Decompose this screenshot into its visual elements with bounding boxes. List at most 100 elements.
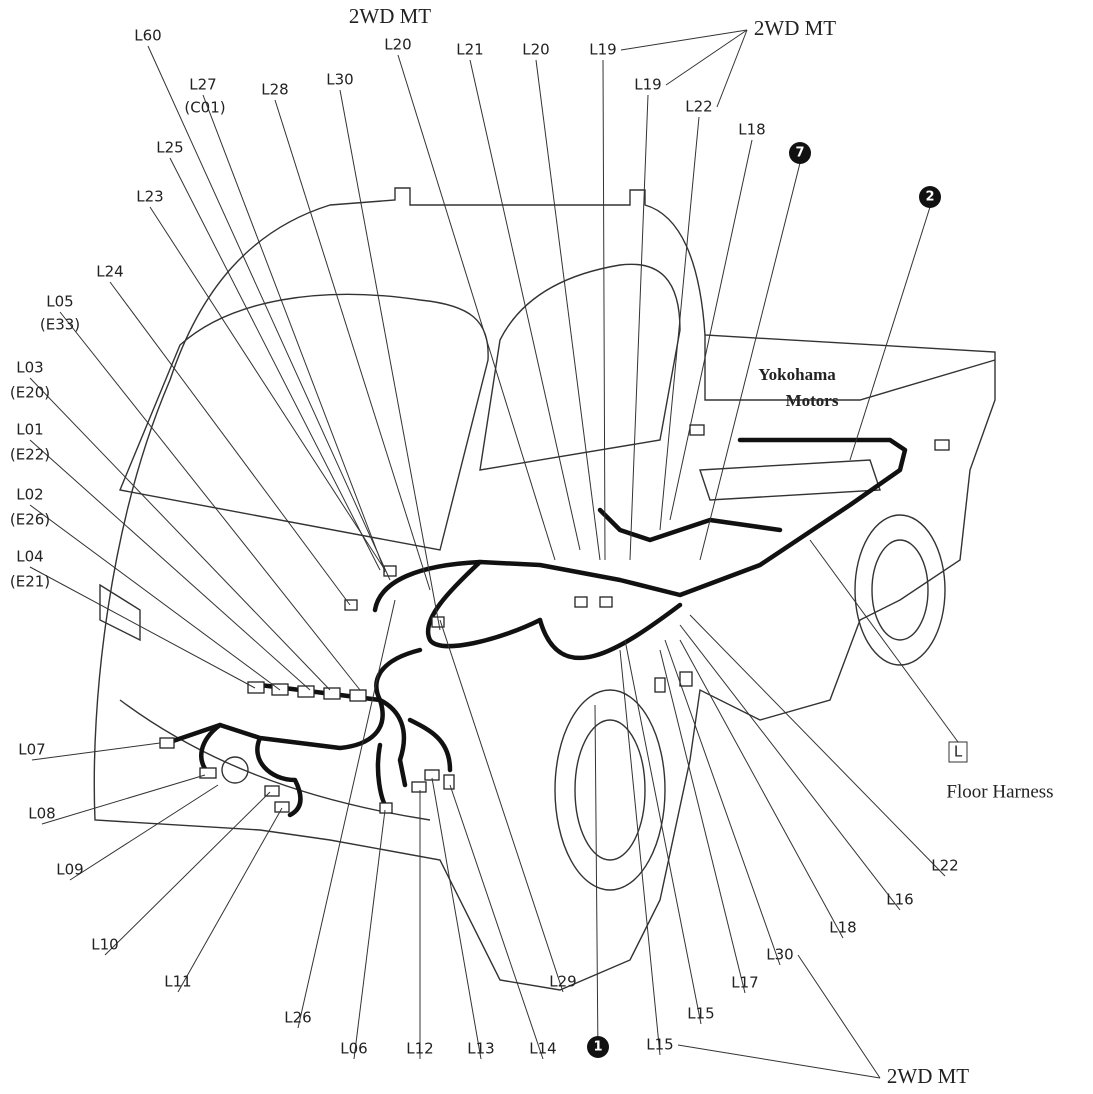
label: L09 — [56, 861, 83, 879]
harness — [167, 437, 908, 818]
label: L — [954, 743, 963, 761]
label: L23 — [136, 188, 163, 206]
leader-line — [797, 954, 881, 1079]
label: L29 — [549, 973, 576, 991]
label: L01 — [16, 421, 43, 439]
label: L60 — [134, 27, 161, 45]
label: L18 — [738, 121, 765, 139]
label: L12 — [406, 1040, 433, 1058]
leader-line — [169, 157, 381, 571]
label: (C01) — [184, 99, 225, 117]
leader-line — [29, 566, 256, 689]
leader-line — [339, 89, 441, 631]
label: L10 — [91, 936, 118, 954]
label: (E26) — [10, 511, 50, 529]
label: L20 — [522, 41, 549, 59]
label: 2WD MT — [887, 1064, 969, 1088]
label: L18 — [829, 919, 856, 937]
label: (E33) — [40, 316, 80, 334]
label: L15 — [687, 1005, 714, 1023]
leader-line — [31, 742, 161, 761]
label: L25 — [156, 139, 183, 157]
label: L24 — [96, 263, 123, 281]
label: L07 — [18, 741, 45, 759]
leader-line — [849, 206, 931, 461]
leader-line — [594, 704, 599, 1058]
callout-number: 7 — [795, 146, 804, 161]
leader-line — [664, 639, 781, 966]
leader-line — [69, 784, 219, 881]
leader-line — [602, 59, 606, 561]
leader-line — [669, 139, 753, 521]
callout-number: 2 — [925, 190, 934, 205]
leader-line — [202, 94, 386, 573]
label: L16 — [886, 891, 913, 909]
leader-line — [469, 59, 581, 551]
leader-line — [29, 439, 311, 691]
leader-line — [149, 206, 386, 571]
callout-marker — [587, 1036, 609, 1058]
label: Motors — [786, 391, 839, 410]
leader-line — [29, 504, 281, 691]
label: L02 — [16, 486, 43, 504]
leader-line — [177, 807, 283, 993]
leader-line — [397, 54, 556, 561]
leader-line — [620, 29, 748, 51]
leader-line — [109, 281, 351, 606]
leader-line — [353, 809, 386, 1060]
leader-line — [679, 624, 901, 911]
label: L22 — [931, 857, 958, 875]
label: L28 — [261, 81, 288, 99]
label: L03 — [16, 359, 43, 377]
label: L30 — [326, 71, 353, 89]
label: L21 — [456, 41, 483, 59]
vehicle-outline — [93, 187, 996, 991]
leader-line — [59, 311, 361, 691]
leader-line — [104, 791, 271, 956]
leader-line — [659, 649, 746, 994]
callout-marker — [919, 186, 941, 208]
label: L26 — [284, 1009, 311, 1027]
leader-line — [677, 1044, 881, 1079]
label: L11 — [164, 973, 191, 991]
label: L13 — [467, 1040, 494, 1058]
leader-line — [624, 639, 702, 1025]
label: L22 — [685, 98, 712, 116]
leader-line — [809, 539, 959, 743]
leader-line — [431, 777, 482, 1060]
label: 2WD MT — [349, 4, 431, 28]
leader-line — [297, 599, 396, 1029]
label: 2WD MT — [754, 16, 836, 40]
label: Yokohama — [758, 365, 836, 384]
leader-line — [29, 377, 331, 691]
label: (E22) — [10, 446, 50, 464]
leader-line — [619, 649, 661, 1056]
leader-line — [629, 94, 649, 561]
label: L04 — [16, 548, 43, 566]
leader-line — [679, 639, 844, 939]
label: (E21) — [10, 573, 50, 591]
label: L19 — [589, 41, 616, 59]
leader-line — [659, 116, 700, 531]
leader-line — [689, 614, 946, 877]
leader-line — [699, 162, 801, 561]
label: L14 — [529, 1040, 556, 1058]
label: Floor Harness — [946, 781, 1053, 802]
leader-line — [535, 59, 601, 561]
leader-line — [665, 29, 748, 86]
callout-marker — [789, 142, 811, 164]
label: L19 — [634, 76, 661, 94]
leader-line — [716, 29, 748, 108]
leader-line — [439, 619, 564, 993]
label: L15 — [646, 1036, 673, 1054]
label: L27 — [189, 76, 216, 94]
leader-line — [449, 784, 544, 1060]
leader-line — [147, 45, 391, 581]
label: L20 — [384, 36, 411, 54]
callout-number: 1 — [593, 1040, 602, 1055]
leader-line — [41, 774, 206, 825]
label: L17 — [731, 974, 758, 992]
label: L30 — [766, 946, 793, 964]
leader-line — [274, 99, 431, 591]
